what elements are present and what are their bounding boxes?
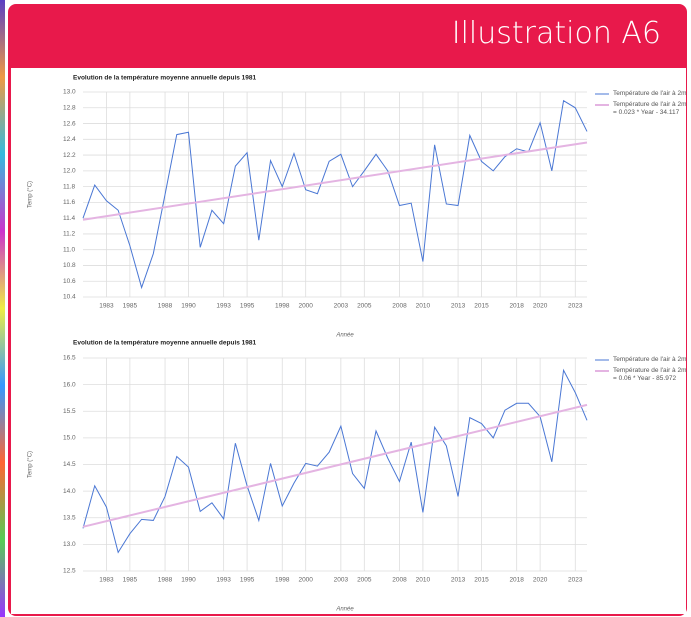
x-tick-label: 2013	[451, 577, 466, 584]
y-tick-label: 12.5	[63, 568, 76, 575]
x-tick-label: 1983	[99, 303, 114, 310]
y-tick-label: 11.6	[63, 199, 76, 206]
x-tick-label: 1993	[216, 577, 231, 584]
x-tick-label: 2008	[392, 577, 407, 584]
chart-title: Evolution de la température moyenne annu…	[73, 75, 257, 82]
x-tick-label: 1983	[99, 577, 114, 584]
x-tick-label: 2023	[568, 303, 583, 310]
page: Illustration A6 Evolution de la températ…	[0, 0, 691, 617]
x-tick-label: 1995	[240, 577, 255, 584]
x-tick-label: 2023	[568, 577, 583, 584]
y-tick-label: 11.8	[63, 183, 76, 190]
x-tick-label: 2018	[509, 303, 524, 310]
x-tick-label: 2003	[334, 303, 349, 310]
x-tick-label: 1995	[240, 303, 255, 310]
x-tick-label: 2005	[357, 303, 372, 310]
y-tick-label: 16.0	[63, 381, 76, 388]
x-tick-label: 1985	[123, 577, 138, 584]
x-tick-label: 2015	[474, 577, 489, 584]
y-tick-label: 12.2	[63, 152, 76, 159]
x-tick-label: 1998	[275, 577, 290, 584]
y-tick-label: 12.8	[63, 104, 76, 111]
legend-label: Température de l'air à 2m = 0.06 * Year …	[613, 367, 691, 383]
y-tick-label: 12.4	[63, 136, 76, 143]
y-axis-label: Temp (°C)	[28, 451, 34, 478]
charts: Evolution de la température moyenne annu…	[0, 0, 691, 617]
y-tick-label: 13.0	[63, 541, 76, 548]
y-tick-label: 16.5	[63, 355, 76, 362]
y-tick-label: 10.4	[63, 294, 76, 301]
y-tick-label: 11.0	[63, 246, 76, 253]
y-tick-label: 10.8	[63, 262, 76, 269]
chart-title: Evolution de la température moyenne annu…	[73, 340, 257, 347]
legend-label: Température de l'air à 2m	[613, 90, 691, 98]
x-tick-label: 1988	[158, 303, 173, 310]
x-tick-label: 1988	[158, 577, 173, 584]
y-tick-label: 12.0	[63, 168, 76, 175]
x-tick-label: 2020	[533, 303, 548, 310]
x-tick-label: 1985	[123, 303, 138, 310]
x-tick-label: 2010	[416, 577, 431, 584]
y-tick-label: 12.6	[63, 120, 76, 127]
x-tick-label: 2010	[416, 303, 431, 310]
y-tick-label: 14.0	[63, 488, 76, 495]
x-axis-label: Année	[335, 333, 354, 339]
y-tick-label: 11.2	[63, 231, 76, 238]
trend-line	[83, 142, 587, 219]
x-tick-label: 1998	[275, 303, 290, 310]
y-tick-label: 13.5	[63, 514, 76, 521]
x-tick-label: 2000	[298, 303, 313, 310]
data-line	[83, 101, 587, 288]
x-tick-label: 2015	[474, 303, 489, 310]
x-tick-label: 2008	[392, 303, 407, 310]
y-tick-label: 14.5	[63, 461, 76, 468]
legend-label: Température de l'air à 2m = 0.023 * Year…	[613, 101, 691, 117]
y-tick-label: 13.0	[63, 89, 76, 96]
y-tick-label: 11.4	[63, 215, 76, 222]
x-tick-label: 2018	[509, 577, 524, 584]
y-tick-label: 15.5	[63, 408, 76, 415]
x-tick-label: 2000	[298, 577, 313, 584]
x-axis-label: Année	[335, 607, 354, 613]
x-tick-label: 2003	[334, 577, 349, 584]
legend-label: Température de l'air à 2m	[613, 356, 691, 364]
trend-line	[83, 405, 587, 527]
y-tick-label: 10.6	[63, 278, 76, 285]
x-tick-label: 2013	[451, 303, 466, 310]
y-axis-label: Temp (°C)	[28, 181, 34, 208]
data-line	[83, 370, 587, 552]
x-tick-label: 2020	[533, 577, 548, 584]
x-tick-label: 1990	[181, 303, 196, 310]
x-tick-label: 1993	[216, 303, 231, 310]
y-tick-label: 15.0	[63, 435, 76, 442]
x-tick-label: 1990	[181, 577, 196, 584]
x-tick-label: 2005	[357, 577, 372, 584]
